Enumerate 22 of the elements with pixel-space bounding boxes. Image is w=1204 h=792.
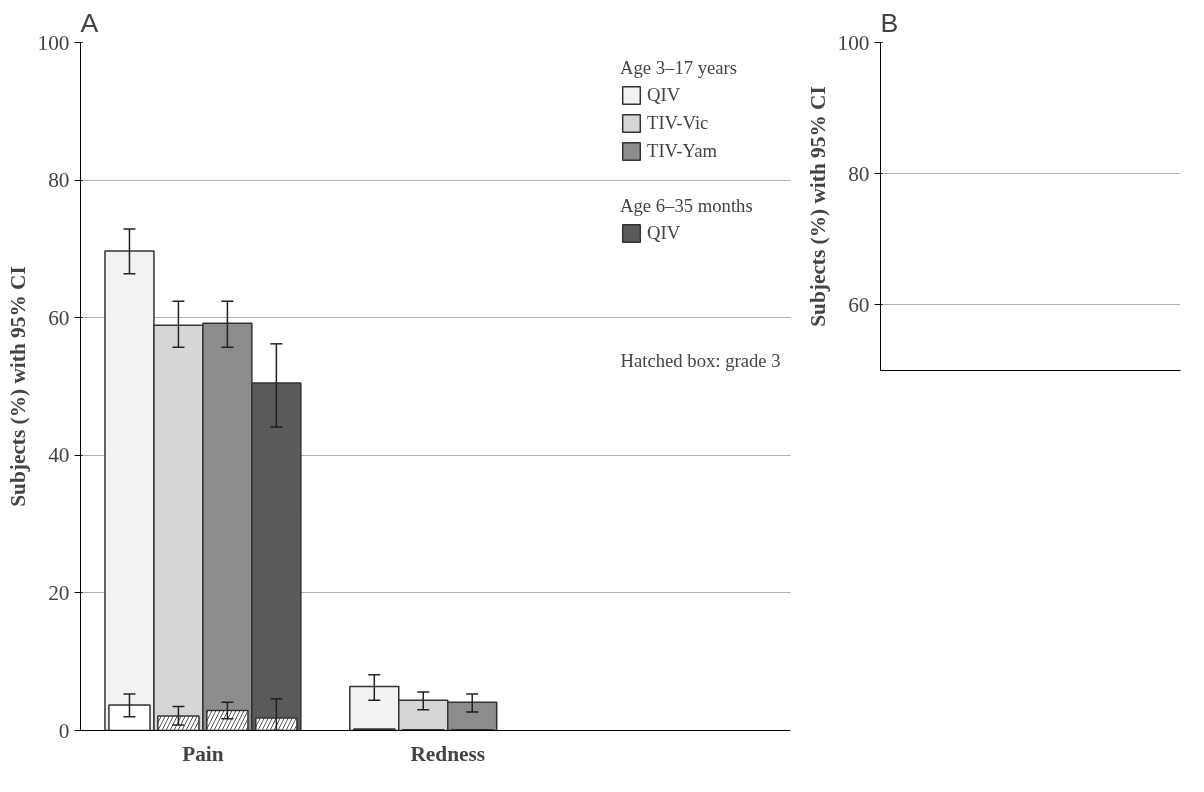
y-tick-label: 80: [848, 161, 870, 186]
legend-label: TIV-Vic: [647, 112, 709, 134]
legend-title: Age 3–17 years: [620, 57, 738, 79]
y-axis-title: Subjects (%) with 95% CI: [5, 266, 30, 507]
y-tick-label: 40: [48, 443, 70, 468]
text: Age 6–35 months: [620, 195, 753, 217]
x-tick-label: Pain: [182, 741, 224, 766]
y-tick-label: 20: [48, 580, 70, 605]
y-tick-label: 100: [837, 30, 870, 55]
y-tick-label: 60: [48, 305, 70, 330]
y-axis-title: Subjects (%) with 95% CI: [805, 86, 830, 327]
x-tick-label: Redness: [410, 741, 486, 766]
legend-label: TIV-Yam: [647, 140, 717, 162]
y-tick-label: 60: [848, 292, 870, 317]
legend-label: QIV: [647, 222, 681, 244]
y-tick-label: 100: [37, 30, 70, 55]
y-tick-label: 0: [58, 718, 70, 743]
y-tick-label: 80: [48, 168, 70, 193]
legend-label: QIV: [647, 84, 681, 106]
chart-title: A: [80, 7, 99, 38]
chart-title: B: [880, 7, 899, 38]
text: Hatched box: grade 3: [620, 349, 781, 371]
